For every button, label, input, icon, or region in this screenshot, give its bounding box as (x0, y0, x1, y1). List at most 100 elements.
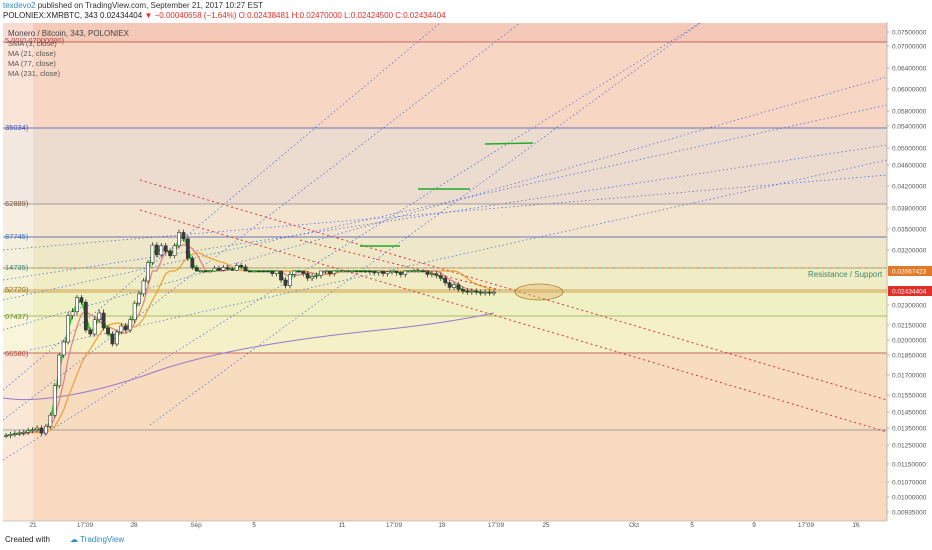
fan-line (3, 23, 701, 461)
ohlc-values: O:0.02438481 H:0.02470000 L:0.02424500 C… (238, 11, 446, 20)
y-tick-label: 0.05000000 (892, 146, 927, 153)
y-tick-label: 0.01700000 (892, 373, 927, 380)
candle (154, 244, 159, 256)
candle (30, 429, 35, 432)
candle (141, 280, 146, 295)
x-tick-label: 21 (29, 522, 37, 529)
publish-info: texdevo2 published on TradingView.com, S… (3, 1, 263, 10)
x-tick-label: 28 (130, 522, 138, 529)
candle (412, 270, 417, 273)
y-tick-label: 0.01150000 (892, 462, 926, 469)
candle (35, 427, 39, 430)
y-tick-label: 0.03500000 (892, 227, 927, 234)
publish-text: published on TradingView.com, September … (37, 1, 264, 10)
fan-line (149, 23, 701, 426)
candle (66, 315, 71, 343)
legend-item: SMA (3, close) (8, 39, 57, 48)
candle (327, 270, 332, 274)
candle (323, 270, 328, 273)
candle (350, 270, 354, 273)
candle (483, 291, 488, 294)
candle (301, 270, 306, 274)
y-tick-label: 0.07500000 (892, 30, 927, 37)
candle (478, 291, 483, 294)
candle (385, 271, 390, 274)
candle (185, 238, 190, 259)
candle (336, 270, 341, 273)
candle (310, 276, 315, 279)
candle (172, 245, 177, 256)
candle (407, 270, 412, 273)
candle (110, 333, 115, 345)
candle (319, 270, 323, 276)
candle (452, 284, 456, 288)
candle (39, 427, 44, 434)
legend-item: MA (231, close) (8, 69, 61, 78)
fib-level-label: 35034) (5, 123, 29, 132)
y-tick-label: 0.01850000 (892, 353, 927, 360)
resistance-support-label: Resistance / Support (808, 270, 883, 279)
candle (119, 325, 124, 333)
candle (194, 267, 199, 272)
candle (70, 311, 75, 316)
chart-title: Monero / Bitcoin, 343, POLONIEX (8, 29, 130, 38)
candle (372, 270, 377, 273)
y-tick-label: 0.05400000 (892, 124, 927, 131)
candle (265, 270, 270, 273)
candle (137, 293, 141, 304)
green-segment (484, 142, 534, 145)
candle (398, 272, 403, 275)
candle (230, 268, 235, 271)
candle (97, 312, 102, 320)
brand-name: TradingView (80, 535, 125, 544)
candle (57, 354, 62, 386)
fib-level-label: 52720) (5, 285, 29, 294)
candle (381, 270, 385, 274)
fan-line (3, 144, 887, 281)
candle (270, 270, 275, 274)
candle (101, 312, 106, 329)
y-tick-label: 0.05800000 (892, 109, 927, 116)
fib-band (3, 204, 887, 237)
fan-line (3, 23, 521, 421)
x-tick-label: 5 (690, 522, 694, 529)
y-tick-label: 0.00935000 (892, 510, 927, 517)
chart-footer: Created with ☁ TradingView (0, 530, 932, 550)
ma231-line (3, 312, 495, 401)
x-tick-label: 9 (752, 522, 756, 529)
left-margin-shade (3, 23, 33, 521)
candle (12, 433, 17, 435)
candle (44, 426, 48, 434)
candle (146, 262, 150, 282)
x-tick-label: Oct (629, 522, 639, 529)
author-link[interactable]: texdevo2 (3, 1, 36, 10)
candle (243, 266, 248, 272)
candle (390, 270, 394, 273)
candle (83, 301, 88, 331)
candle (212, 267, 217, 272)
fib-level-label: 66580) (5, 349, 29, 358)
candle (359, 270, 363, 273)
candle (487, 291, 492, 294)
y-tick-label: 0.06000000 (892, 87, 927, 94)
x-tick-label: 17:09 (798, 522, 815, 529)
candle (88, 329, 93, 335)
created-with-text: Created with (5, 535, 50, 544)
candle (52, 385, 57, 416)
candle (221, 267, 226, 271)
candle (8, 434, 13, 436)
chart-header: texdevo2 published on TradingView.com, S… (0, 0, 932, 22)
candle (203, 270, 208, 273)
candle (261, 270, 266, 273)
x-tick-label: 25 (542, 522, 550, 529)
y-tick-label: 0.06400000 (892, 66, 927, 73)
down-arrow-icon: ▼ (144, 11, 153, 20)
candle (252, 270, 257, 273)
y-tick-label: 0.02300000 (892, 303, 927, 310)
y-tick-label: 0.02667423 (892, 269, 927, 276)
y-tick-label: 0.01450000 (892, 410, 927, 417)
tradingview-logo[interactable]: ☁ TradingView (70, 535, 124, 544)
y-tick-label: 0.02000000 (892, 338, 927, 345)
candle (163, 245, 168, 252)
